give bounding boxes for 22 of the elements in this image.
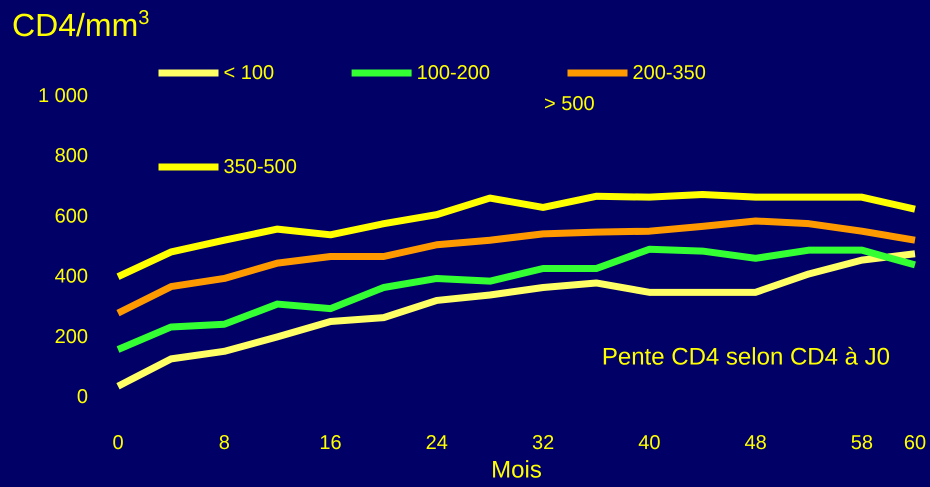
y-tick-label: 1 000 xyxy=(38,85,88,107)
annotation: Pente CD4 selon CD4 à J0 xyxy=(602,344,890,370)
x-tick-label: 60 xyxy=(904,432,926,454)
x-tick-label: 58 xyxy=(850,432,873,454)
annotation: > 500 xyxy=(544,93,595,115)
legend-label: 350-500 xyxy=(224,156,297,178)
x-tick-label: 40 xyxy=(638,432,660,454)
x-tick-label: 0 xyxy=(112,432,124,454)
y-tick-label: 400 xyxy=(54,266,88,288)
y-tick-label: 200 xyxy=(54,326,88,348)
x-tick-label: 32 xyxy=(532,432,554,454)
x-axis-title: Mois xyxy=(491,456,542,484)
legend-label: < 100 xyxy=(224,62,274,84)
x-tick-label: 48 xyxy=(744,432,767,454)
y-tick-label: 800 xyxy=(54,145,88,168)
x-tick-label: 8 xyxy=(218,432,230,454)
x-tick-label: 24 xyxy=(426,432,448,454)
x-tick-label: 16 xyxy=(319,432,342,454)
y-tick-label: 0 xyxy=(76,386,88,408)
legend-label: 100-200 xyxy=(416,62,490,84)
legend-label: 200-350 xyxy=(632,62,706,84)
y-tick-label: 600 xyxy=(54,205,88,228)
